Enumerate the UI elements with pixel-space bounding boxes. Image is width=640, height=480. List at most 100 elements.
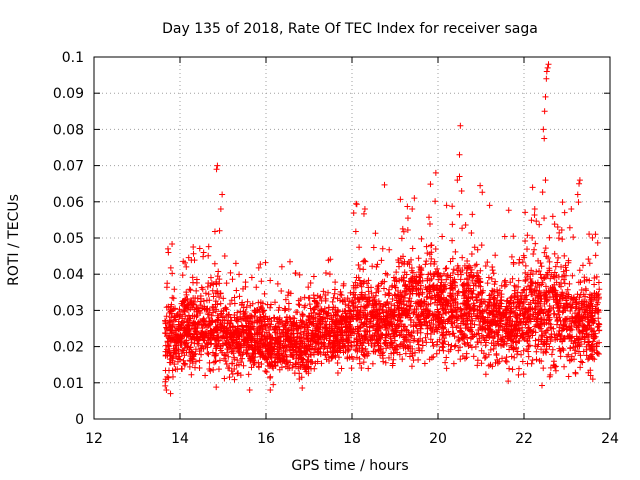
data-point (299, 385, 306, 392)
data-point (308, 334, 315, 341)
data-point (340, 349, 347, 356)
data-point (572, 369, 579, 376)
data-point (342, 310, 349, 317)
y-tick-label: 0 (75, 412, 84, 428)
data-point (301, 304, 308, 311)
data-point (237, 308, 244, 315)
data-point (206, 359, 213, 366)
data-point (334, 348, 341, 355)
data-point (243, 304, 250, 311)
data-point (370, 244, 377, 251)
data-point (510, 261, 517, 268)
data-point (456, 151, 463, 158)
y-tick-label: 0.08 (53, 122, 84, 138)
data-point (215, 268, 222, 275)
data-point (179, 272, 186, 279)
data-point (202, 290, 209, 297)
data-point (554, 223, 561, 230)
data-point (199, 286, 206, 293)
data-point (209, 349, 216, 356)
data-point (234, 327, 241, 334)
data-point (378, 257, 385, 264)
data-point (167, 353, 174, 360)
data-point (240, 326, 247, 333)
data-point (248, 274, 255, 281)
data-point (334, 359, 341, 366)
data-point (278, 263, 285, 270)
data-point (443, 354, 450, 361)
data-point (418, 235, 425, 242)
data-point (427, 242, 434, 249)
data-point (576, 180, 583, 187)
data-point (247, 326, 254, 333)
data-point (267, 277, 274, 284)
data-point (338, 292, 345, 299)
data-point (317, 315, 324, 322)
data-point (329, 324, 336, 331)
data-point (186, 325, 193, 332)
data-point (196, 336, 203, 343)
data-point (194, 305, 201, 312)
data-point (477, 182, 484, 189)
data-point (540, 126, 547, 133)
data-point (169, 270, 176, 277)
data-point (529, 357, 536, 364)
data-point (390, 356, 397, 363)
data-point (228, 360, 235, 367)
data-point (199, 304, 206, 311)
data-point (515, 277, 522, 284)
data-point (594, 239, 601, 246)
data-point (381, 181, 388, 188)
data-point (266, 320, 273, 327)
data-point (170, 336, 177, 343)
data-point (280, 345, 287, 352)
data-point (233, 287, 240, 294)
data-point (267, 323, 274, 330)
data-point (482, 371, 489, 378)
data-point (383, 345, 390, 352)
data-point (181, 332, 188, 339)
data-point (275, 320, 282, 327)
data-point (360, 359, 367, 366)
data-point (211, 260, 218, 267)
data-point (333, 319, 340, 326)
data-point (220, 328, 227, 335)
data-point (488, 275, 495, 282)
data-point (574, 191, 581, 198)
data-point (384, 271, 391, 278)
data-point (289, 352, 296, 359)
data-point (227, 269, 234, 276)
data-point (345, 304, 352, 311)
data-point (163, 304, 170, 311)
x-tick-label: 14 (171, 431, 189, 447)
data-point (179, 302, 186, 309)
data-point (263, 356, 270, 363)
data-point (234, 357, 241, 364)
data-point (307, 279, 314, 286)
data-point (358, 364, 365, 371)
data-point (329, 298, 336, 305)
data-point (275, 355, 282, 362)
data-point (322, 291, 329, 298)
data-point (330, 294, 337, 301)
data-point (189, 356, 196, 363)
data-point (297, 329, 304, 336)
data-point (283, 357, 290, 364)
data-point (524, 246, 531, 253)
data-point (168, 314, 175, 321)
data-point (311, 365, 318, 372)
data-point (244, 339, 251, 346)
data-point (532, 240, 539, 247)
data-point (233, 317, 240, 324)
data-point (557, 353, 564, 360)
data-point (271, 352, 278, 359)
data-point (167, 264, 174, 271)
data-point (537, 271, 544, 278)
data-point (272, 359, 279, 366)
data-point (200, 253, 207, 260)
data-point (276, 334, 283, 341)
data-point (188, 371, 195, 378)
data-point (339, 329, 346, 336)
data-point (533, 218, 540, 225)
data-point (531, 212, 538, 219)
